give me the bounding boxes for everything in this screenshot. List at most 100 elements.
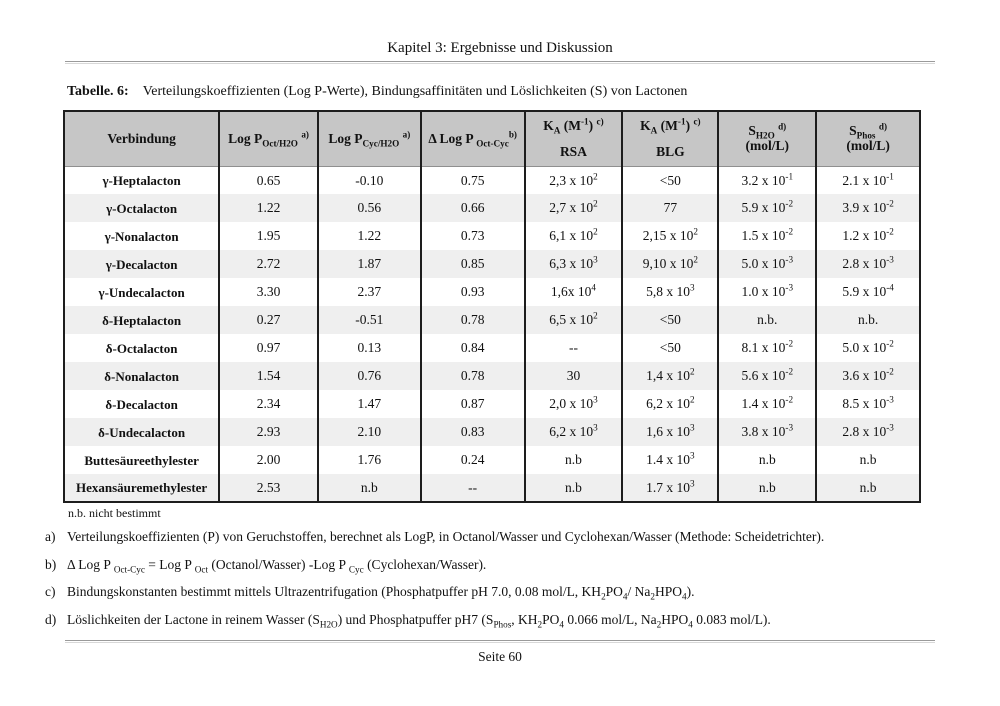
cell-ka-rsa: 6,1 x 102	[523, 222, 623, 250]
cell-logp-oct-h2o: 1.95	[218, 222, 318, 250]
cell-ka-rsa: 6,5 x 102	[523, 306, 623, 334]
column-header-s-phos: SPhos d) (mol/L)	[815, 111, 920, 167]
table-row: γ-Octalacton 1.22 0.56 0.66 2,7 x 102 77 5.9 x…	[64, 194, 920, 222]
column-label: Δ Log P Oct-Cycb)	[428, 129, 517, 149]
cell-logp-oct-h2o: 2.53	[218, 474, 318, 502]
column-header-logp-cyc-h2o: Log PCyc/H2O a)	[316, 111, 421, 167]
compound-name: γ-Nonalacton	[104, 228, 179, 244]
cell-delta-logp-oct-cyc: 0.78	[419, 306, 525, 334]
column-sublabel: (mol/L)	[745, 138, 790, 154]
column-label: SPhos d)	[849, 121, 888, 142]
cell-logp-cyc-h2o: 1.22	[316, 222, 421, 250]
cell-ka-rsa: 2,0 x 103	[523, 390, 623, 418]
cell-delta-logp-oct-cyc: 0.87	[419, 390, 525, 418]
cell-ka-blg: <50	[621, 166, 719, 194]
cell-s-phos: 3.9 x 10-2	[815, 194, 920, 222]
cell-s-h2o: 3.2 x 10-1	[717, 166, 817, 194]
footnote-b: b) Δ Log P Oct-Cyc = Log P Oct (Octanol/W…	[45, 556, 945, 574]
footnote-marker: c)	[45, 584, 56, 600]
compound-name: δ-Heptalacton	[102, 312, 182, 328]
column-header-delta-logp-oct-cyc: Δ Log P Oct-Cycb)	[419, 111, 525, 167]
table-body: γ-Heptalacton 0.65 -0.10 0.75 2,3 x 102 <50 3.…	[64, 166, 920, 502]
column-header-verbindung: Verbindung	[64, 111, 220, 167]
cell-s-phos: 3.6 x 10-2	[815, 362, 920, 390]
footnotes: a) Verteilungskoeffizienten (P) von Geruc…	[45, 529, 945, 629]
column-label: SH2O d)	[748, 121, 787, 142]
column-header-s-h2o: SH2O d) (mol/L)	[717, 111, 817, 167]
cell-ka-blg: 1,6 x 103	[621, 418, 719, 446]
cell-delta-logp-oct-cyc: 0.75	[419, 166, 525, 194]
cell-ka-blg: 9,10 x 102	[621, 250, 719, 278]
cell-logp-cyc-h2o: -0.10	[316, 166, 421, 194]
cell-logp-oct-h2o: 1.54	[218, 362, 318, 390]
table-row: Buttesäureethylester 2.00 1.76 0.24 n.b 1.4 x…	[64, 446, 920, 474]
cell-ka-rsa: 6,2 x 103	[523, 418, 623, 446]
cell-ka-blg: 77	[621, 194, 719, 222]
column-sublabel: BLG	[656, 143, 685, 159]
cell-logp-oct-h2o: 3.30	[218, 278, 318, 306]
column-label: Log PCyc/H2O a)	[328, 129, 411, 149]
cell-s-phos: n.b.	[815, 306, 920, 334]
cell-logp-oct-h2o: 2.34	[218, 390, 318, 418]
cell-s-phos: 5.0 x 10-2	[815, 334, 920, 362]
footnote-c: c) Bindungskonstanten bestimmt mittels Ul…	[45, 584, 945, 602]
cell-logp-oct-h2o: 2.72	[218, 250, 318, 278]
cell-logp-oct-h2o: 2.93	[218, 418, 318, 446]
compound-name: γ-Undecalacton	[98, 284, 185, 300]
cell-logp-cyc-h2o: 0.76	[316, 362, 421, 390]
cell-delta-logp-oct-cyc: 0.66	[419, 194, 525, 222]
nb-note: n.b. nicht bestimmt	[68, 506, 161, 520]
table-header: Verbindung Log POct/H2O a) Log PCyc/H2O a)…	[64, 111, 920, 167]
header-rule	[65, 61, 935, 64]
cell-logp-oct-h2o: 0.97	[218, 334, 318, 362]
table-row: γ-Heptalacton 0.65 -0.10 0.75 2,3 x 102 <50 3.…	[64, 166, 920, 194]
table-row: δ-Octalacton 0.97 0.13 0.84 -- <50 8.1 x 10-2 5…	[64, 334, 920, 362]
cell-s-phos: 2.8 x 10-3	[815, 250, 920, 278]
column-label: Log POct/H2O a)	[228, 129, 309, 149]
cell-s-phos: n.b	[815, 474, 920, 502]
cell-s-phos: n.b	[815, 446, 920, 474]
cell-logp-cyc-h2o: 2.10	[316, 418, 421, 446]
cell-ka-blg: 1.7 x 103	[621, 474, 719, 502]
cell-ka-rsa: --	[523, 334, 623, 362]
cell-s-phos: 8.5 x 10-3	[815, 390, 920, 418]
column-label: Verbindung	[107, 130, 176, 146]
cell-logp-cyc-h2o: 0.56	[316, 194, 421, 222]
footnote-text: Verteilungskoeffizienten (P) von Geruchs…	[67, 529, 825, 544]
cell-logp-cyc-h2o: 1.76	[316, 446, 421, 474]
cell-s-h2o: n.b	[717, 474, 817, 502]
cell-s-h2o: 1.5 x 10-2	[717, 222, 817, 250]
column-header-ka-blg: KA (M-1) c) BLG	[621, 111, 719, 167]
cell-delta-logp-oct-cyc: 0.83	[419, 418, 525, 446]
footnote-marker: d)	[45, 611, 57, 627]
compound-name: Hexansäuremethylester	[76, 480, 208, 495]
running-header: Kapitel 3: Ergebnisse und Diskussion	[387, 40, 613, 56]
cell-s-phos: 2.8 x 10-3	[815, 418, 920, 446]
cell-ka-blg: 1,4 x 102	[621, 362, 719, 390]
table-caption-label: Tabelle. 6:	[67, 84, 129, 99]
cell-ka-blg: 2,15 x 102	[621, 222, 719, 250]
cell-ka-blg: <50	[621, 306, 719, 334]
table-row: δ-Decalacton 2.34 1.47 0.87 2,0 x 103 6,2 x 1…	[64, 390, 920, 418]
cell-ka-rsa: 6,3 x 103	[523, 250, 623, 278]
cell-s-phos: 5.9 x 10-4	[815, 278, 920, 306]
cell-delta-logp-oct-cyc: 0.84	[419, 334, 525, 362]
footer-rule	[65, 640, 935, 644]
cell-delta-logp-oct-cyc: 0.93	[419, 278, 525, 306]
cell-s-h2o: n.b	[717, 446, 817, 474]
cell-s-h2o: n.b.	[717, 306, 817, 334]
footnote-marker: b)	[45, 556, 57, 572]
cell-logp-cyc-h2o: 1.47	[316, 390, 421, 418]
table-caption-text: Verteilungskoeffizienten (Log P-Werte), …	[142, 84, 688, 99]
cell-s-h2o: 8.1 x 10-2	[717, 334, 817, 362]
compound-name: δ-Octalacton	[105, 340, 178, 356]
cell-logp-oct-h2o: 2.00	[218, 446, 318, 474]
cell-logp-cyc-h2o: 1.87	[316, 250, 421, 278]
footnote-marker: a)	[45, 529, 56, 544]
table-row: γ-Decalacton 2.72 1.87 0.85 6,3 x 103 9,10 x …	[64, 250, 920, 278]
cell-s-h2o: 3.8 x 10-3	[717, 418, 817, 446]
lactone-table: Verbindung Log POct/H2O a) Log PCyc/H2O a)…	[63, 110, 921, 503]
cell-logp-oct-h2o: 0.27	[218, 306, 318, 334]
cell-logp-oct-h2o: 1.22	[218, 194, 318, 222]
